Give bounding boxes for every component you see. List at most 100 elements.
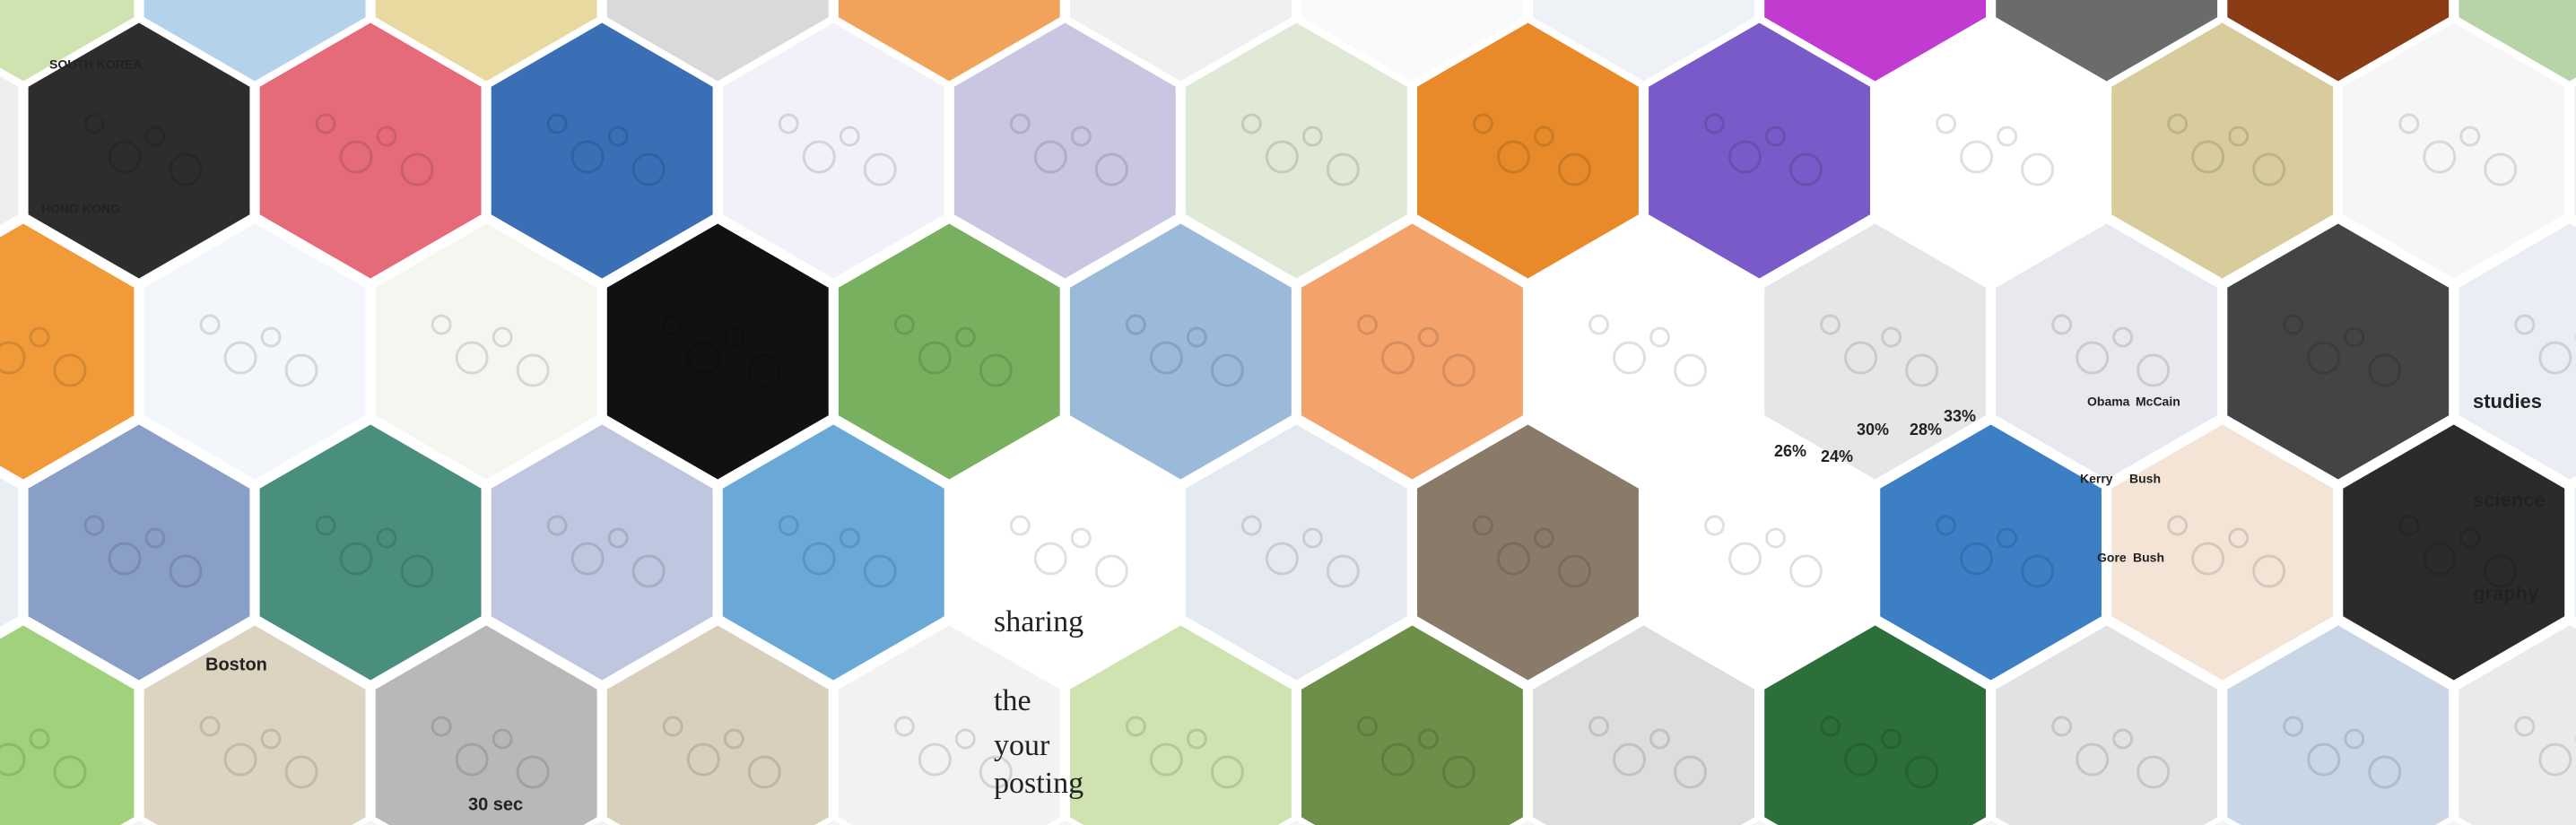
thumbnail-text: posting — [994, 767, 1083, 800]
tile-detail — [2191, 542, 2225, 576]
hex-tile — [1643, 16, 1875, 285]
thumbnail-text: the — [994, 684, 1031, 717]
thumbnail-text: Gore — [2097, 551, 2127, 565]
tile-detail — [1588, 716, 1610, 737]
tile-detail — [1789, 554, 1823, 588]
hex-tile — [1296, 217, 1528, 486]
tile-detail — [431, 314, 452, 335]
tile-detail — [431, 716, 452, 737]
hex-tile — [22, 418, 256, 687]
tile-detail — [1905, 755, 1939, 789]
tile-detail — [1820, 716, 1841, 737]
tile-detail — [1613, 742, 1647, 777]
tile-detail — [546, 515, 568, 536]
hex-tile — [1412, 16, 1644, 285]
tile-detail — [1441, 353, 1475, 387]
tile-detail — [863, 152, 897, 187]
tile-detail — [455, 742, 489, 777]
tile-detail — [315, 515, 336, 536]
hex-tile — [370, 619, 603, 825]
tile-detail — [1149, 341, 1183, 375]
tile-detail — [2228, 527, 2250, 549]
tile-detail — [570, 140, 605, 174]
labels: SOUTH KOREA HONG KONG Boston 30 sec sharing t… — [41, 57, 2546, 815]
tile-detail — [2021, 152, 2055, 187]
tile-detail — [631, 152, 666, 187]
thumbnail-text: Obama — [2087, 395, 2130, 409]
tile-detail — [802, 542, 836, 576]
tile-detail — [223, 742, 257, 777]
tile-detail — [2459, 126, 2481, 147]
tile-detail — [1356, 314, 1378, 335]
hex-tile — [1759, 619, 1991, 825]
tile-detail — [723, 326, 744, 348]
tile-detail — [1326, 152, 1360, 187]
tile-detail — [1765, 527, 1787, 549]
hex-tile — [1296, 619, 1528, 825]
tile-detail — [400, 554, 434, 588]
tile-detail — [1417, 326, 1439, 348]
tile-detail — [1094, 554, 1128, 588]
tile-detail — [1472, 113, 1493, 135]
tile-detail — [979, 353, 1013, 387]
tile-detail — [83, 515, 105, 536]
tile-detail — [2228, 126, 2250, 147]
tile-detail — [1380, 742, 1414, 777]
tile-detail — [1936, 515, 1957, 536]
tile-detail — [53, 353, 87, 387]
thumbnail-text: sharing — [994, 605, 1083, 638]
thumbnail-text: Kerry — [2080, 472, 2113, 486]
tile-detail — [1125, 716, 1146, 737]
tile-detail — [0, 341, 26, 375]
hex-tile — [0, 217, 140, 486]
tile-detail — [1472, 515, 1493, 536]
thumbnail-text: 33% — [1944, 407, 1976, 425]
tile-detail — [954, 326, 976, 348]
tile-detail — [2344, 728, 2365, 750]
hex-tile — [1527, 217, 1760, 486]
tile-detail — [1844, 341, 1878, 375]
tile-detail — [1557, 152, 1591, 187]
tile-detail — [2368, 755, 2402, 789]
hex-tile — [2222, 217, 2455, 486]
hex-tile — [601, 217, 834, 486]
tile-detail — [1380, 341, 1414, 375]
tile-detail — [144, 527, 166, 549]
tile-detail — [778, 113, 799, 135]
tile-detail — [802, 140, 836, 174]
tile-detail — [631, 554, 666, 588]
tile-detail — [2307, 742, 2341, 777]
tile-detail — [778, 515, 799, 536]
tile-detail — [1728, 542, 1762, 576]
tile-detail — [1033, 140, 1067, 174]
tile-detail — [918, 341, 952, 375]
tile-detail — [1210, 755, 1244, 789]
tile-detail — [2076, 742, 2110, 777]
tile-detail — [1960, 140, 1994, 174]
hex-tile — [1875, 418, 2107, 687]
tile-detail — [607, 527, 629, 549]
tile-detail — [1326, 554, 1360, 588]
hex-tile — [601, 619, 834, 825]
hex-tile — [2337, 16, 2571, 285]
tile-detail — [2252, 554, 2286, 588]
tile-detail — [2307, 341, 2341, 375]
hex-tile — [2569, 79, 2576, 222]
tile-detail — [1441, 755, 1475, 789]
tile-detail — [516, 755, 550, 789]
tile-detail — [1094, 152, 1128, 187]
tile-detail — [1704, 515, 1726, 536]
tile-detail — [1765, 126, 1787, 147]
tile-detail — [339, 542, 373, 576]
thumbnail-text: 24% — [1821, 447, 1853, 465]
hex-tile — [254, 418, 487, 687]
tile-detail — [2459, 527, 2481, 549]
tile-detail — [1649, 326, 1671, 348]
tile-detail — [1588, 314, 1610, 335]
tile-detail — [1265, 140, 1299, 174]
tile-detail — [1960, 542, 1994, 576]
tile-detail — [723, 728, 744, 750]
thumbnail-text: McCain — [2136, 395, 2180, 409]
